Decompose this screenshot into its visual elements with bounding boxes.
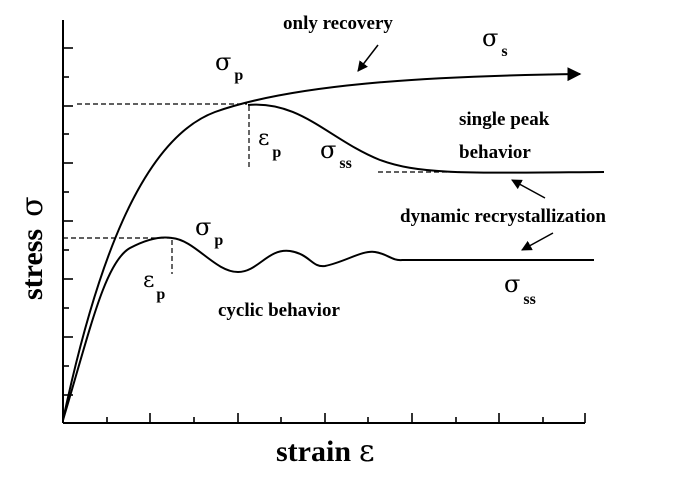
eps-p-upper-label: εp — [258, 126, 281, 161]
drx-arrow-lower — [521, 232, 554, 251]
cyclic-behavior-label: cyclic behavior — [218, 300, 340, 321]
dynamic-recrystallization-label: dynamic recrystallization — [400, 206, 606, 227]
sigma-ss-upper-label: σ ss — [320, 136, 352, 172]
sigma-ss-lower-label: σss — [504, 270, 536, 308]
eps-p-lower-label: εp — [143, 268, 165, 303]
single-peak-curve — [247, 103, 605, 174]
y-axis-label: stressσ — [15, 196, 50, 300]
x-axis-label: strain ε — [276, 434, 375, 469]
only-recovery-arrow — [357, 44, 379, 72]
only-recovery-label: only recovery — [283, 13, 393, 34]
single-peak-label-line2: behavior — [459, 142, 531, 163]
drx-arrow-upper — [511, 179, 546, 199]
single-peak-label-line1: single peak — [459, 109, 550, 130]
y-ticks — [63, 47, 73, 396]
only-recovery-curve — [62, 67, 582, 421]
x-ticks — [106, 413, 586, 423]
cyclic-curve — [62, 236, 594, 421]
